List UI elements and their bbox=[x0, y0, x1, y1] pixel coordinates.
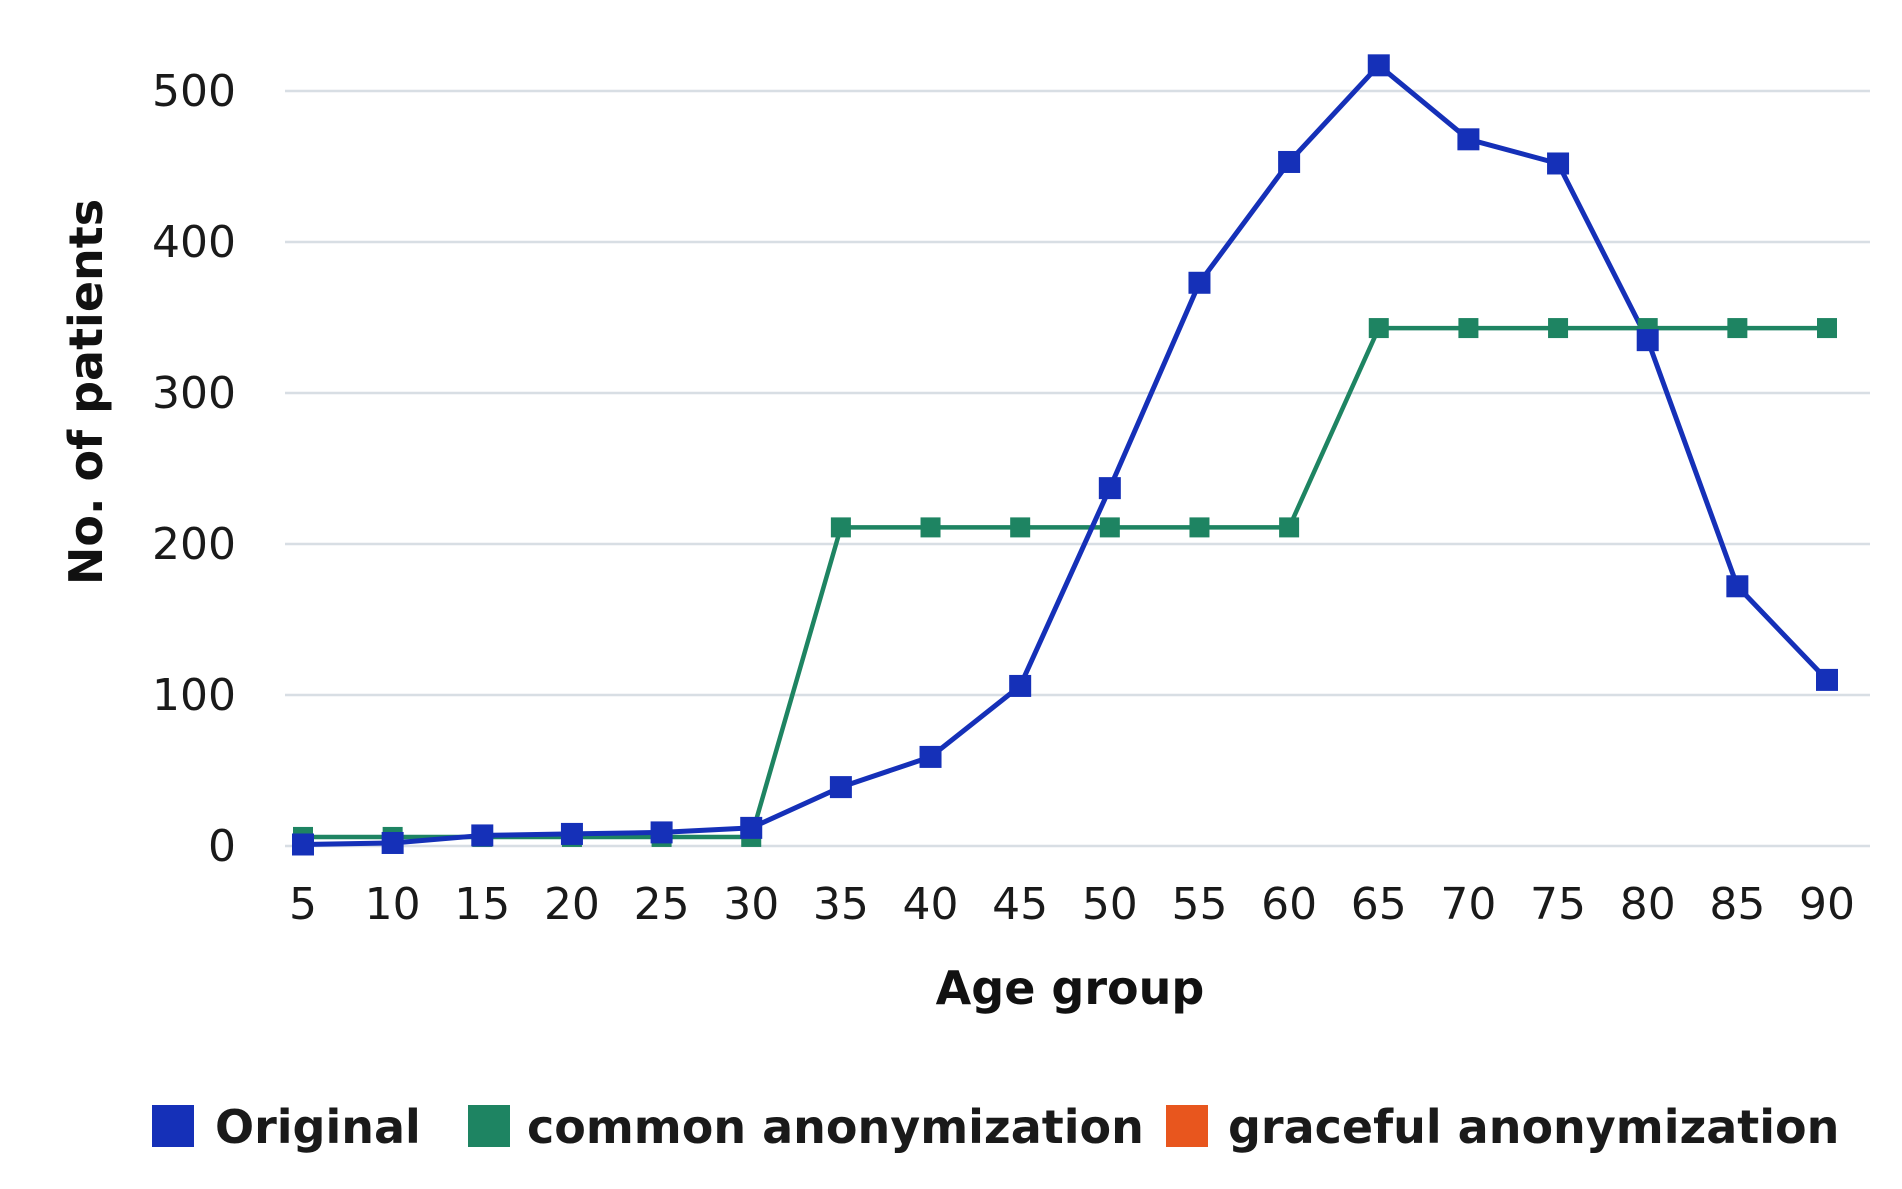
data-point-original bbox=[919, 745, 942, 768]
x-tick-label: 75 bbox=[1530, 879, 1586, 930]
x-tick-label: 85 bbox=[1709, 879, 1765, 930]
data-point-common-anonymization bbox=[1368, 318, 1389, 339]
data-point-original bbox=[650, 821, 673, 844]
data-point-original bbox=[1009, 674, 1032, 697]
x-tick-label: 30 bbox=[723, 879, 779, 930]
data-point-original bbox=[1278, 150, 1301, 173]
data-point-common-anonymization bbox=[1458, 318, 1479, 339]
legend-swatch-graceful-anonymization bbox=[1166, 1105, 1208, 1147]
data-point-original bbox=[381, 831, 404, 854]
x-tick-label: 70 bbox=[1440, 879, 1496, 930]
x-tick-label: 45 bbox=[992, 879, 1048, 930]
data-point-original bbox=[1457, 128, 1480, 151]
data-point-original bbox=[1547, 152, 1570, 175]
data-point-common-anonymization bbox=[920, 517, 941, 538]
y-tick-label: 0 bbox=[208, 821, 236, 872]
data-point-original bbox=[1636, 329, 1659, 352]
data-point-common-anonymization bbox=[1189, 517, 1210, 538]
series-line-original bbox=[302, 62, 1829, 847]
data-point-original bbox=[740, 816, 763, 839]
data-point-original bbox=[471, 824, 494, 847]
data-point-original bbox=[1726, 575, 1749, 598]
legend-label-original: Original bbox=[215, 1100, 421, 1154]
data-point-original bbox=[560, 822, 583, 845]
x-tick-label: 40 bbox=[903, 879, 959, 930]
x-tick-label: 55 bbox=[1171, 879, 1227, 930]
data-point-original bbox=[829, 776, 852, 799]
x-tick-label: 10 bbox=[365, 879, 421, 930]
data-point-common-anonymization bbox=[830, 517, 851, 538]
series-line-common-anonymization bbox=[303, 325, 1827, 840]
y-tick-label: 200 bbox=[152, 519, 236, 570]
y-tick-label: 100 bbox=[152, 670, 236, 721]
y-tick-label: 400 bbox=[152, 217, 236, 268]
data-point-original bbox=[292, 833, 314, 856]
x-axis-ticks: 5 10 15 20 25 30 35 40 45 50 55 60 65 70 75 80 85 90 bbox=[289, 879, 1855, 930]
series-lines bbox=[302, 62, 1829, 847]
x-tick-label: 5 bbox=[289, 879, 317, 930]
data-point-original bbox=[1188, 271, 1211, 294]
data-point-common-anonymization bbox=[1010, 517, 1031, 538]
data-point-original bbox=[1367, 54, 1390, 77]
data-point-common-anonymization bbox=[1548, 318, 1569, 339]
x-tick-label: 60 bbox=[1261, 879, 1317, 930]
grid-lines bbox=[285, 89, 1870, 848]
x-tick-label: 15 bbox=[454, 879, 510, 930]
x-tick-label: 65 bbox=[1351, 879, 1407, 930]
x-tick-label: 80 bbox=[1620, 879, 1676, 930]
x-tick-label: 90 bbox=[1799, 879, 1855, 930]
legend-label-graceful-anonymization: graceful anonymization bbox=[1228, 1100, 1839, 1154]
data-point-common-anonymization bbox=[1099, 517, 1120, 538]
y-tick-label: 500 bbox=[152, 66, 236, 117]
legend: Original common anonymization graceful a… bbox=[152, 1100, 1839, 1154]
x-axis-title: Age group bbox=[936, 961, 1205, 1015]
legend-swatch-original bbox=[152, 1105, 194, 1147]
data-point-common-anonymization bbox=[1817, 318, 1837, 339]
y-axis-ticks: 0 100 200 300 400 500 bbox=[152, 66, 236, 872]
y-tick-label: 300 bbox=[152, 368, 236, 419]
x-tick-label: 50 bbox=[1082, 879, 1138, 930]
x-tick-label: 25 bbox=[634, 879, 690, 930]
data-point-original bbox=[1816, 668, 1838, 691]
legend-swatch-common-anonymization bbox=[468, 1105, 510, 1147]
legend-label-common-anonymization: common anonymization bbox=[527, 1100, 1144, 1154]
data-point-original bbox=[1098, 477, 1121, 500]
x-tick-label: 20 bbox=[544, 879, 600, 930]
series-markers bbox=[292, 54, 1838, 856]
data-point-common-anonymization bbox=[1279, 517, 1300, 538]
data-point-common-anonymization bbox=[1727, 318, 1748, 339]
x-tick-label: 35 bbox=[813, 879, 869, 930]
y-axis-title: No. of patients bbox=[59, 199, 113, 585]
